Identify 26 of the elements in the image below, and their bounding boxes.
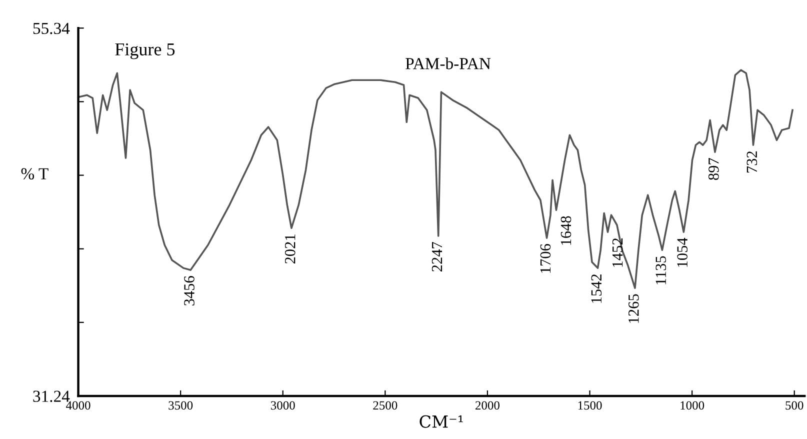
y-tick-label: 31.24 xyxy=(33,390,70,402)
text: Figure 5 xyxy=(115,43,175,60)
y-axis-title: % T xyxy=(21,168,48,180)
annotation: 1706 xyxy=(540,244,551,273)
annotation: 1648 xyxy=(560,216,572,245)
annotation: 897 xyxy=(708,158,719,180)
x-axis-title: CM⁻¹ xyxy=(420,415,463,428)
x-tick-label: 1000 xyxy=(680,401,704,410)
annotation: 732 xyxy=(746,151,758,172)
x-tick-label: 2000 xyxy=(476,401,500,410)
annotation: 1054 xyxy=(677,238,688,267)
annotation: 2247 xyxy=(432,242,442,272)
annotation: 2021 xyxy=(284,234,296,264)
x-tick-label: 500 xyxy=(786,401,804,410)
annotation: 1135 xyxy=(656,256,666,284)
x-tick-label: 4000 xyxy=(66,401,90,410)
annotation: 1265 xyxy=(628,294,639,323)
x-tick-label: 2500 xyxy=(373,401,398,410)
text: PAM-b-PAN xyxy=(406,58,491,70)
annotation: 1542 xyxy=(591,274,602,303)
y-tick-label: 55.34 xyxy=(33,22,70,34)
x-tick-label: 1500 xyxy=(578,401,602,410)
annotation: 3456 xyxy=(184,276,194,306)
annotation: 1452 xyxy=(612,238,623,267)
x-tick-label: 3000 xyxy=(270,401,295,410)
x-tick-label: 3500 xyxy=(168,401,193,410)
